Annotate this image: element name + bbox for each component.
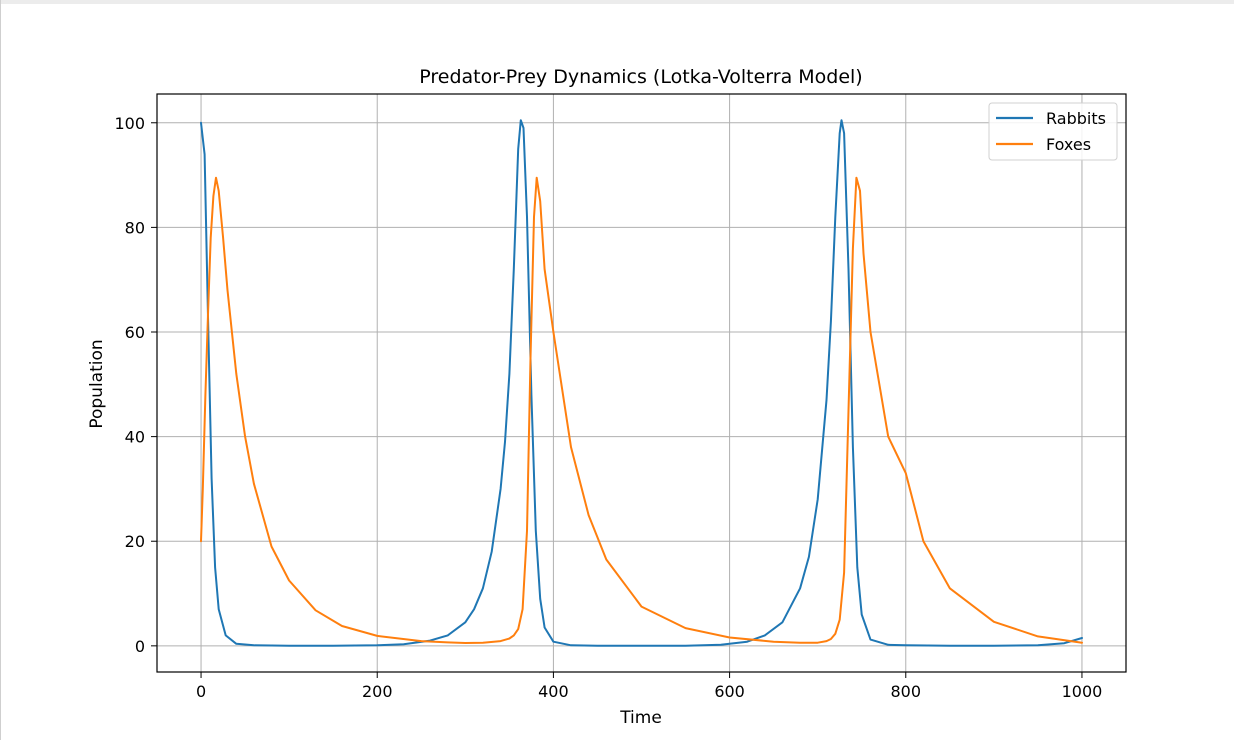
series-line-rabbits bbox=[200, 119, 1083, 647]
x-tick-label: 0 bbox=[196, 682, 206, 701]
y-tick-label: 60 bbox=[125, 323, 145, 342]
x-tick-label: 400 bbox=[538, 682, 569, 701]
x-tick-label: 800 bbox=[890, 682, 921, 701]
legend-label-rabbits: Rabbits bbox=[1046, 109, 1106, 128]
y-tick-label: 40 bbox=[125, 428, 145, 447]
x-tick-label: 1000 bbox=[1062, 682, 1103, 701]
legend: Rabbits Foxes bbox=[988, 102, 1118, 161]
window-left-edge bbox=[0, 0, 1, 740]
legend-label-foxes: Foxes bbox=[1046, 135, 1091, 154]
plot-frame bbox=[156, 93, 1127, 673]
chart-title: Predator-Prey Dynamics (Lotka-Volterra M… bbox=[419, 66, 862, 88]
y-axis-label: Population bbox=[87, 339, 107, 428]
grid-lines bbox=[157, 94, 1126, 672]
y-tick-label: 100 bbox=[114, 114, 145, 133]
plot-area bbox=[157, 94, 1126, 672]
y-tick-label: 80 bbox=[125, 218, 145, 237]
x-tick-label: 200 bbox=[362, 682, 393, 701]
y-tick-label: 0 bbox=[135, 637, 145, 656]
x-tick-label: 600 bbox=[714, 682, 745, 701]
series-line-foxes bbox=[200, 176, 1083, 644]
window-top-strip bbox=[0, 0, 1234, 4]
series-layer bbox=[200, 119, 1083, 647]
y-tick-label: 20 bbox=[125, 532, 145, 551]
axis-ticks: 0 200 400 600 800 1000 0 20 40 60 80 100 bbox=[114, 114, 1102, 701]
x-axis-label: Time bbox=[619, 708, 662, 728]
